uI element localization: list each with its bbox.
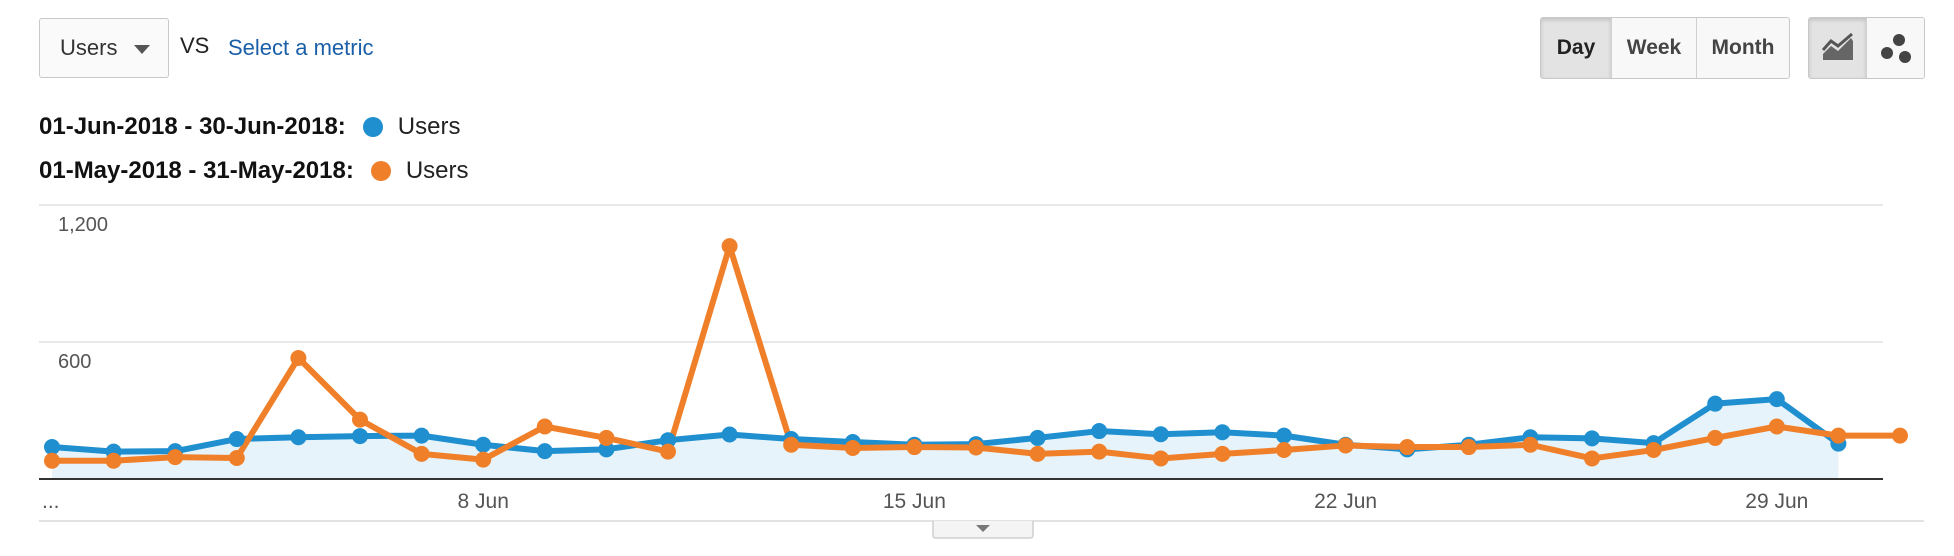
chevron-down-icon — [976, 525, 990, 532]
legend-row-current: 01-Jun-2018 - 30-Jun-2018: Users — [39, 113, 460, 141]
data-point-previous[interactable] — [844, 439, 861, 456]
data-point-previous[interactable] — [290, 350, 307, 367]
data-point-previous[interactable] — [167, 449, 184, 466]
data-point-previous[interactable] — [968, 439, 984, 456]
metric-dropdown-label: Users — [60, 35, 118, 60]
data-point-previous[interactable] — [721, 238, 738, 255]
legend-series-previous: Users — [405, 157, 469, 184]
y-tick-label: 1,200 — [58, 214, 108, 236]
data-point-current[interactable] — [1152, 426, 1169, 443]
data-point-current[interactable] — [1276, 427, 1292, 444]
legend-dot-previous — [370, 161, 391, 181]
data-point-previous[interactable] — [1830, 427, 1847, 444]
data-point-current[interactable] — [536, 443, 553, 460]
data-point-previous[interactable] — [1584, 450, 1600, 467]
legend-range-current: 01-Jun-2018 - 30-Jun-2018: — [39, 113, 346, 140]
data-point-current[interactable] — [1768, 391, 1785, 408]
legend-dot-current — [362, 117, 383, 137]
data-point-current[interactable] — [598, 441, 615, 458]
series-line-previous — [52, 243, 1900, 464]
day-button[interactable]: Day — [1541, 18, 1612, 78]
data-point-current[interactable] — [290, 429, 307, 446]
chevron-down-icon — [134, 45, 150, 54]
data-point-previous[interactable] — [1460, 439, 1477, 456]
data-point-current[interactable] — [44, 439, 60, 456]
data-point-previous[interactable] — [783, 436, 800, 453]
data-point-current[interactable] — [413, 427, 430, 444]
legend-series-current: Users — [397, 113, 461, 140]
x-tick-label: 22 Jun — [1314, 490, 1377, 513]
line-chart-view-button[interactable] — [1809, 18, 1867, 78]
week-button[interactable]: Week — [1612, 18, 1697, 78]
data-point-current[interactable] — [352, 428, 368, 445]
data-point-previous[interactable] — [1214, 445, 1231, 462]
data-point-previous[interactable] — [1522, 436, 1539, 453]
data-point-previous[interactable] — [228, 449, 245, 466]
data-point-current[interactable] — [1091, 423, 1108, 440]
data-point-previous[interactable] — [1892, 427, 1908, 444]
data-point-current[interactable] — [1584, 430, 1600, 447]
data-point-previous[interactable] — [1152, 450, 1169, 467]
bubble-chart-view-button[interactable] — [1867, 18, 1924, 78]
data-point-previous[interactable] — [105, 452, 122, 469]
y-tick-label: 600 — [58, 351, 91, 373]
legend-range-previous: 01-May-2018 - 31-May-2018: — [39, 157, 354, 184]
data-point-previous[interactable] — [1768, 418, 1785, 435]
data-point-current[interactable] — [1707, 395, 1724, 412]
x-tick-label: 29 Jun — [1745, 490, 1808, 513]
data-point-previous[interactable] — [44, 452, 60, 469]
data-point-previous[interactable] — [1091, 443, 1108, 460]
x-tick-label: 8 Jun — [458, 490, 509, 513]
x-tick-label: ... — [42, 490, 60, 513]
vs-label: VS — [180, 33, 210, 58]
data-point-previous[interactable] — [536, 418, 553, 435]
x-tick-label: 15 Jun — [883, 490, 946, 513]
period-toggle: Day Week Month — [1540, 17, 1790, 79]
data-point-current[interactable] — [475, 436, 492, 453]
metric-dropdown[interactable]: Users — [39, 18, 169, 78]
legend-row-previous: 01-May-2018 - 31-May-2018: Users — [39, 157, 469, 185]
data-point-current[interactable] — [1029, 429, 1046, 446]
data-point-previous[interactable] — [1029, 445, 1046, 462]
data-point-previous[interactable] — [1399, 439, 1416, 456]
data-point-previous[interactable] — [598, 429, 615, 446]
series-area-current — [52, 399, 1839, 479]
data-point-previous[interactable] — [352, 411, 368, 428]
data-point-previous[interactable] — [1645, 442, 1662, 459]
data-point-current[interactable] — [1214, 424, 1231, 441]
data-point-previous[interactable] — [906, 439, 923, 456]
data-point-previous[interactable] — [660, 443, 676, 460]
select-metric-link[interactable]: Select a metric — [228, 35, 374, 60]
motion-chart-line-icon — [1821, 32, 1853, 60]
data-point-current[interactable] — [228, 431, 245, 448]
data-point-previous[interactable] — [1707, 429, 1724, 446]
data-point-current[interactable] — [721, 426, 738, 443]
line-chart: 1,200 600... 8 Jun 15 Jun 22 Jun 29 Jun — [39, 204, 1924, 539]
data-point-previous[interactable] — [413, 445, 430, 462]
month-button[interactable]: Month — [1697, 18, 1789, 78]
data-point-previous[interactable] — [1276, 442, 1292, 459]
chart-view-toggle — [1808, 17, 1925, 79]
data-point-previous[interactable] — [475, 451, 492, 468]
data-point-previous[interactable] — [1337, 437, 1354, 454]
data-point-current[interactable] — [660, 432, 676, 449]
motion-chart-bubble-icon — [1880, 34, 1911, 63]
